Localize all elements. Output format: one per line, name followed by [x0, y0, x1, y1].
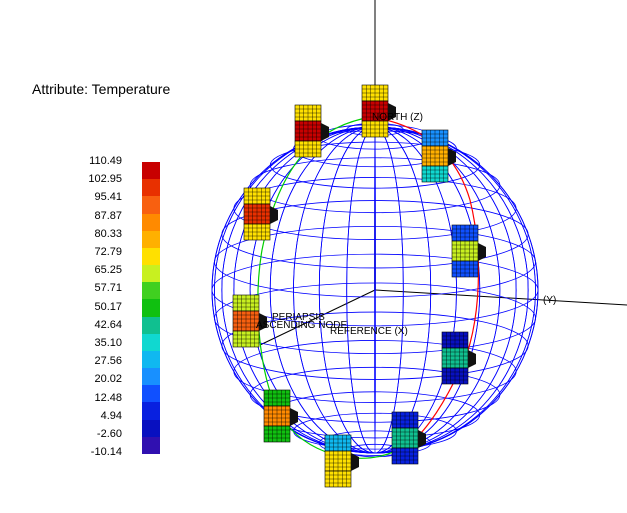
legend-swatch	[142, 333, 160, 352]
x-axis-line	[259, 289, 376, 346]
legend-tick-label: 65.25	[94, 264, 122, 277]
legend-swatch	[142, 402, 160, 421]
satellite-icon	[441, 331, 476, 385]
legend-tick-label: -10.14	[90, 446, 122, 459]
legend-tick-label: 4.94	[100, 409, 122, 422]
legend-tick-label: 50.17	[94, 300, 122, 313]
legend-tick-label: 35.10	[94, 337, 122, 349]
satellite-icon	[232, 294, 267, 348]
legend-tick-label: 42.64	[94, 318, 122, 331]
satellite-icon	[263, 389, 298, 443]
satellite-markers	[232, 84, 486, 488]
legend-swatch	[142, 179, 160, 197]
legend-swatch	[142, 196, 160, 215]
legend-swatch	[142, 213, 160, 232]
legend-labels: 110.49 102.95 95.41 87.87 80.33 72.79 65.25 57.…	[62, 155, 122, 465]
satellite-icon	[361, 84, 396, 138]
legend-swatch	[142, 265, 160, 283]
legend-swatch	[142, 419, 160, 438]
legend-swatch	[142, 299, 160, 318]
z-axis-label: NORTH (Z)	[372, 112, 423, 123]
legend-tick-label: 72.79	[94, 246, 122, 258]
legend-swatch	[142, 368, 160, 386]
legend-tick-label: 27.56	[94, 355, 122, 368]
satellite-icon	[421, 129, 456, 183]
satellite-icon	[451, 224, 486, 278]
legend-swatch	[142, 282, 160, 300]
legend-swatch	[142, 162, 160, 180]
legend-tick-label: 87.87	[94, 209, 122, 222]
satellite-icon	[324, 434, 359, 488]
legend-swatch	[142, 247, 160, 266]
legend-tick-label: 102.95	[88, 173, 122, 186]
legend-swatch	[142, 436, 160, 455]
legend-swatch	[142, 385, 160, 403]
satellite-icon	[243, 187, 278, 241]
legend-tick-label: 95.41	[94, 191, 122, 204]
legend-tick-label: 80.33	[94, 227, 122, 240]
color-legend-bar	[142, 162, 160, 455]
legend-swatch	[142, 316, 160, 335]
legend-tick-label: -2.60	[96, 428, 122, 440]
satellite-icon	[294, 104, 329, 158]
legend-swatch	[142, 350, 160, 369]
y-axis-label: (Y)	[543, 295, 556, 306]
legend-tick-label: 12.48	[94, 391, 122, 404]
x-axis-label: REFERENCE (X)	[330, 326, 408, 337]
periapsis-label: PERIAPSIS	[272, 312, 325, 323]
legend-tick-label: 20.02	[94, 373, 122, 386]
legend-title: Attribute: Temperature	[32, 81, 171, 97]
legend-swatch	[142, 230, 160, 249]
satellite-icon	[391, 411, 426, 465]
y-axis-line	[374, 289, 627, 306]
ascending-node-label: ASCENDING NODE	[256, 320, 347, 331]
legend-tick-label: 57.71	[94, 282, 122, 295]
legend-tick-label: 110.49	[89, 155, 122, 167]
